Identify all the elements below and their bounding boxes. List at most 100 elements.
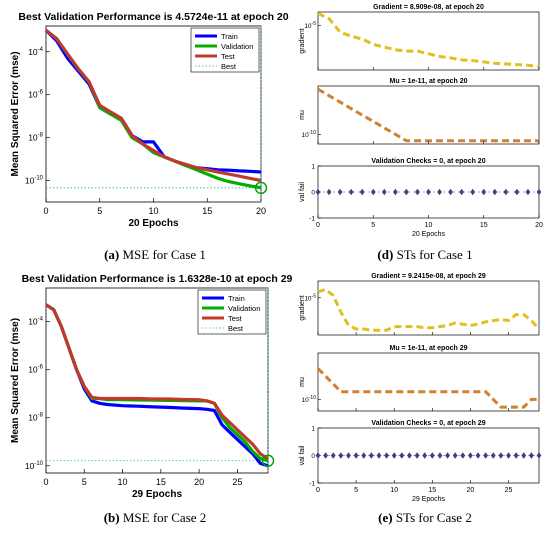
y-tick-base: 10 bbox=[28, 47, 38, 57]
val-fail-point bbox=[348, 188, 354, 196]
x-tick-label: 10 bbox=[390, 487, 398, 494]
panel-2: Validation Checks = 0, at epoch 20 val fa… bbox=[299, 158, 543, 238]
x-axis-label: 29 Epochs bbox=[132, 489, 182, 500]
panel-2: Validation Checks = 0, at epoch 29 val fa… bbox=[299, 420, 542, 503]
x-tick-label: 0 bbox=[43, 477, 48, 487]
legend-label-best: Best bbox=[228, 324, 244, 333]
training-state-st2: Gradient = 9.2415e-08, at epoch 29 gradie… bbox=[299, 273, 542, 503]
panel-line bbox=[317, 287, 541, 332]
val-fail-point bbox=[429, 452, 435, 459]
x-tick-label: 25 bbox=[232, 477, 242, 487]
chart-title: Best Validation Performance is 1.6328e-1… bbox=[22, 273, 293, 285]
legend-label-validation: Validation bbox=[228, 304, 260, 313]
y-tick-label: 10-4 bbox=[28, 47, 43, 57]
y-tick-base: 10 bbox=[25, 176, 35, 186]
val-fail-point bbox=[503, 188, 509, 196]
y-tick-exp: -4 bbox=[38, 47, 44, 53]
x-axis-label: 20 Epochs bbox=[128, 218, 178, 229]
y-tick-label: 10-5 bbox=[304, 293, 316, 302]
legend-box bbox=[190, 27, 260, 73]
y-tick-base: 10 bbox=[304, 23, 312, 30]
val-fail-point bbox=[392, 188, 398, 196]
chart-title: Best Validation Performance is 4.5724e-1… bbox=[18, 11, 288, 23]
series-line-test bbox=[45, 303, 269, 460]
val-fail-point bbox=[528, 452, 534, 459]
training-state-st1: Gradient = 8.909e-08, at epoch 20 gradien… bbox=[299, 4, 543, 238]
x-tick-label: 20 bbox=[535, 222, 543, 229]
y-tick-exp: -8 bbox=[38, 133, 44, 139]
panel-title: Mu = 1e-11, at epoch 20 bbox=[389, 78, 467, 85]
legend-label-test: Test bbox=[221, 52, 236, 61]
x-tick-label: 15 bbox=[480, 222, 488, 229]
x-tick-label: 15 bbox=[156, 477, 166, 487]
y-tick-base: 10 bbox=[28, 90, 38, 100]
panel-1: Mu = 1e-11, at epoch 29 mu 10-10 bbox=[299, 345, 540, 412]
panel-0: Gradient = 8.909e-08, at epoch 20 gradien… bbox=[299, 4, 540, 71]
panel-area bbox=[317, 280, 540, 336]
y-tick-exp: -10 bbox=[34, 176, 43, 182]
x-tick-label: 15 bbox=[202, 206, 212, 216]
y-tick-base: 10 bbox=[28, 317, 38, 327]
y-tick-label: 1 bbox=[311, 426, 315, 433]
mse-chart-mse1: Best Validation Performance is 4.5724e-1… bbox=[10, 11, 289, 229]
panel-title: Validation Checks = 0, at epoch 29 bbox=[371, 420, 485, 427]
val-fail-point bbox=[323, 452, 329, 459]
legend-label-best: Best bbox=[221, 62, 237, 71]
y-tick-base: 10 bbox=[28, 413, 38, 423]
caption-a: (a) MSE for Case 1 bbox=[104, 247, 206, 262]
x-tick-label: 25 bbox=[505, 487, 513, 494]
val-fail-point bbox=[525, 188, 531, 196]
x-tick-label: 5 bbox=[371, 222, 375, 229]
y-tick-label: 0 bbox=[311, 190, 315, 197]
panel-ylabel: val fail bbox=[299, 445, 306, 465]
x-tick-label: 5 bbox=[82, 477, 87, 487]
panel-line bbox=[317, 11, 540, 69]
y-tick-base: 10 bbox=[302, 132, 310, 139]
caption-b: (b) MSE for Case 2 bbox=[103, 510, 207, 525]
val-fail-point bbox=[414, 452, 420, 459]
best-marker bbox=[261, 454, 275, 467]
val-fail-point bbox=[338, 452, 344, 459]
legend-label-validation: Validation bbox=[221, 42, 253, 51]
val-fail-point bbox=[445, 452, 450, 459]
x-tick-label: 0 bbox=[316, 222, 320, 229]
x-tick-label: 15 bbox=[428, 487, 436, 494]
y-tick-label: 1 bbox=[311, 164, 315, 171]
val-fail-point bbox=[452, 452, 458, 459]
y-tick-exp: -5 bbox=[312, 21, 317, 27]
x-tick-label: 20 bbox=[194, 477, 204, 487]
y-tick-exp: -8 bbox=[38, 413, 44, 419]
legend-label-test: Test bbox=[228, 314, 243, 323]
y-tick-exp: -10 bbox=[34, 461, 43, 467]
val-fail-point bbox=[353, 452, 359, 459]
panel-ylabel: mu bbox=[299, 377, 306, 387]
y-tick-base: 10 bbox=[25, 461, 35, 471]
panel-title: Validation Checks = 0, at epoch 20 bbox=[371, 158, 485, 165]
x-tick-label: 10 bbox=[425, 222, 433, 229]
x-tick-label: 0 bbox=[316, 487, 320, 494]
y-tick-base: 10 bbox=[304, 295, 312, 302]
y-tick-label: 10-10 bbox=[302, 395, 317, 404]
panel-title: Gradient = 8.909e-08, at epoch 20 bbox=[373, 4, 484, 11]
val-fail-point bbox=[460, 452, 466, 459]
y-tick-label: 10-6 bbox=[28, 365, 43, 375]
panel-title: Gradient = 9.2415e-08, at epoch 29 bbox=[371, 273, 486, 280]
y-tick-label: -1 bbox=[309, 481, 315, 488]
y-axis-label: Mean Squared Error (mse) bbox=[10, 318, 21, 443]
x-tick-label: 20 bbox=[467, 487, 475, 494]
y-tick-label: 10-8 bbox=[28, 133, 43, 143]
val-fail-point bbox=[337, 188, 343, 196]
x-axis-label: 29 Epochs bbox=[412, 496, 446, 503]
panel-0: Gradient = 9.2415e-08, at epoch 29 gradie… bbox=[299, 273, 541, 336]
y-tick-exp: -5 bbox=[312, 293, 317, 299]
panel-ylabel: val fail bbox=[299, 182, 306, 202]
val-fail-point bbox=[513, 452, 519, 459]
y-tick-label: -1 bbox=[309, 216, 315, 223]
panel-ylabel: gradient bbox=[299, 28, 306, 53]
best-marker bbox=[254, 181, 268, 195]
y-tick-label: 10-5 bbox=[304, 21, 316, 30]
val-fail-point bbox=[514, 188, 520, 196]
val-fail-point bbox=[368, 452, 374, 459]
val-fail-point bbox=[404, 188, 409, 196]
